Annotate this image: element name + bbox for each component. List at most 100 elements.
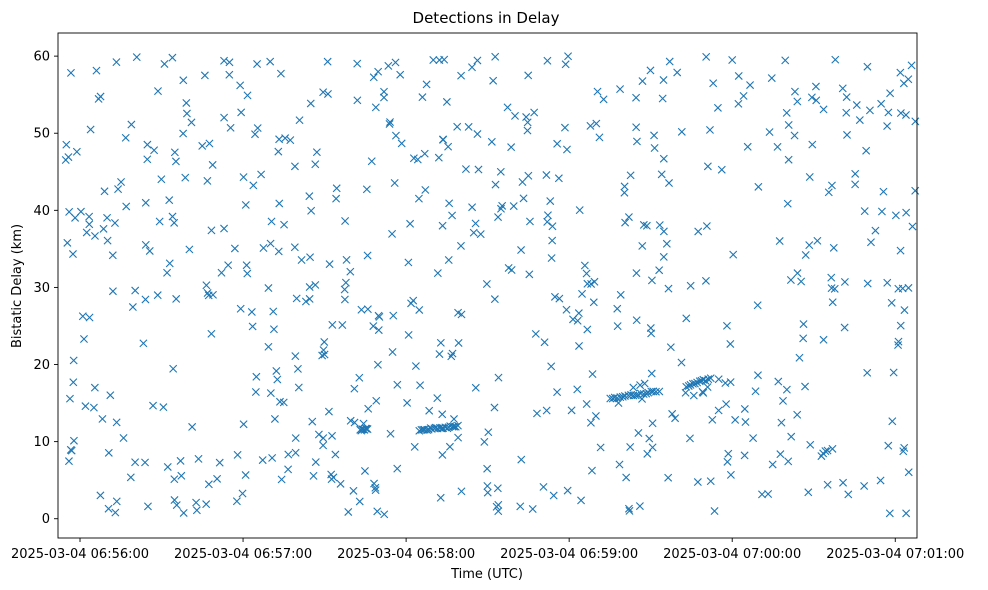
data-point xyxy=(625,506,634,515)
data-point xyxy=(160,59,169,68)
data-point xyxy=(163,462,172,471)
data-point xyxy=(518,178,527,186)
data-point xyxy=(740,404,749,413)
y-tick-label: 50 xyxy=(33,127,50,142)
data-point xyxy=(425,406,434,415)
data-point xyxy=(456,241,465,250)
data-point xyxy=(325,260,334,269)
data-point xyxy=(573,316,582,325)
data-point xyxy=(863,62,872,71)
data-point xyxy=(503,103,512,112)
data-point xyxy=(85,220,94,229)
data-point xyxy=(157,175,166,184)
data-point xyxy=(640,379,649,388)
data-point xyxy=(346,416,355,425)
data-point xyxy=(494,373,503,382)
data-point xyxy=(659,252,668,261)
data-point xyxy=(497,204,505,213)
data-point xyxy=(593,87,602,96)
data-point xyxy=(320,337,329,346)
data-point xyxy=(686,281,695,290)
data-point xyxy=(648,443,657,452)
data-point xyxy=(79,335,88,343)
data-point xyxy=(776,450,785,459)
data-point xyxy=(280,220,289,229)
data-point xyxy=(226,123,235,132)
data-point xyxy=(220,56,229,65)
data-point xyxy=(295,116,304,125)
data-point xyxy=(896,321,905,330)
data-point xyxy=(480,437,489,446)
data-point xyxy=(139,339,148,348)
data-point xyxy=(664,473,673,482)
data-point xyxy=(746,81,755,90)
data-point xyxy=(66,445,75,454)
data-point xyxy=(373,360,382,369)
data-point xyxy=(779,396,787,405)
data-point xyxy=(473,56,482,65)
data-point xyxy=(421,185,430,194)
data-point xyxy=(103,236,112,245)
data-point xyxy=(714,375,723,384)
data-point xyxy=(119,434,128,442)
data-point xyxy=(550,292,559,301)
data-point xyxy=(384,61,393,70)
data-point xyxy=(615,460,624,469)
data-point xyxy=(877,99,886,108)
data-point xyxy=(561,60,570,69)
data-point xyxy=(522,113,531,122)
data-point xyxy=(830,284,839,293)
data-point xyxy=(519,194,528,203)
data-point xyxy=(98,414,107,423)
data-point xyxy=(182,98,191,107)
data-point xyxy=(560,123,569,132)
data-point xyxy=(353,59,362,68)
data-point xyxy=(438,410,447,419)
data-point xyxy=(639,390,648,399)
data-point xyxy=(569,315,577,324)
data-point xyxy=(543,56,552,65)
data-point xyxy=(852,101,861,110)
data-point xyxy=(639,220,648,229)
data-point xyxy=(702,222,711,231)
data-point xyxy=(578,289,587,298)
data-point xyxy=(690,379,699,388)
data-point xyxy=(436,338,445,347)
data-point xyxy=(176,456,185,465)
data-point xyxy=(614,399,623,407)
data-point xyxy=(877,207,886,216)
data-point xyxy=(433,394,442,403)
data-point xyxy=(464,122,473,131)
data-point xyxy=(494,500,503,509)
data-point xyxy=(509,202,518,211)
data-point xyxy=(490,403,499,412)
data-point xyxy=(662,239,671,248)
data-point xyxy=(843,130,852,139)
data-point xyxy=(682,314,691,323)
data-point xyxy=(179,129,188,138)
data-point xyxy=(494,213,503,222)
data-point xyxy=(531,329,540,338)
data-point xyxy=(629,383,638,392)
data-point xyxy=(703,383,712,392)
data-point xyxy=(308,417,317,426)
data-point xyxy=(169,364,178,373)
data-point xyxy=(311,280,320,289)
data-point xyxy=(320,350,329,359)
data-point xyxy=(355,497,364,506)
data-point xyxy=(442,97,451,106)
data-point xyxy=(904,75,913,84)
data-point xyxy=(699,388,708,397)
data-point xyxy=(350,418,359,427)
data-point xyxy=(483,464,492,473)
data-point xyxy=(267,217,276,226)
data-point xyxy=(693,378,702,387)
data-point xyxy=(311,160,320,169)
data-point xyxy=(879,187,888,196)
data-point xyxy=(360,466,369,475)
data-point xyxy=(671,414,680,423)
data-point xyxy=(344,507,353,516)
data-point xyxy=(567,406,576,415)
data-point xyxy=(301,297,310,306)
